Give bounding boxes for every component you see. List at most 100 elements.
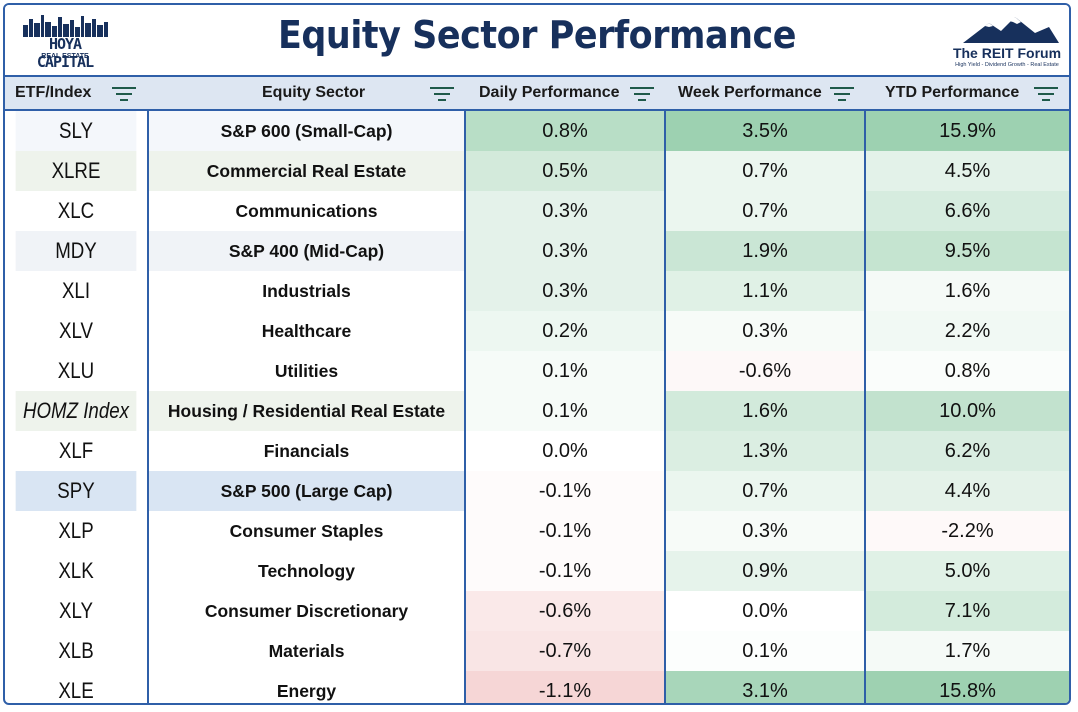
table-row: XLY Consumer Discretionary -0.6% 0.0% 7.1%	[5, 591, 1069, 631]
filter-icon[interactable]	[629, 85, 655, 103]
column-header-sector[interactable]: Equity Sector	[262, 84, 366, 101]
column-header-row: ETF/Index Equity Sector Daily Performanc…	[5, 75, 1069, 111]
column-divider	[864, 111, 866, 703]
cell-ytd: 10.0%	[866, 391, 1069, 431]
cell-etf: XLRE	[15, 151, 137, 191]
cell-daily: 0.3%	[466, 191, 664, 231]
filter-icon[interactable]	[1033, 85, 1059, 103]
table-row: XLV Healthcare 0.2% 0.3% 2.2%	[5, 311, 1069, 351]
cell-sector: Consumer Discretionary	[149, 591, 464, 631]
cell-etf: XLY	[15, 591, 137, 631]
cell-week: 0.7%	[666, 191, 864, 231]
table-row: XLP Consumer Staples -0.1% 0.3% -2.2%	[5, 511, 1069, 551]
cell-week: 3.5%	[666, 111, 864, 151]
cell-etf: MDY	[15, 231, 137, 271]
column-divider	[664, 111, 666, 703]
cell-ytd: 5.0%	[866, 551, 1069, 591]
cell-daily: -0.7%	[466, 631, 664, 671]
column-header-etf[interactable]: ETF/Index	[15, 84, 92, 101]
cell-week: 0.3%	[666, 311, 864, 351]
cell-week: 0.7%	[666, 471, 864, 511]
cell-ytd: 6.2%	[866, 431, 1069, 471]
page-title: Equity Sector Performance	[277, 13, 797, 57]
cell-sector: Housing / Residential Real Estate	[149, 391, 464, 431]
table-row: XLRE Commercial Real Estate 0.5% 0.7% 4.5%	[5, 151, 1069, 191]
cell-sector: Communications	[149, 191, 464, 231]
cell-ytd: 9.5%	[866, 231, 1069, 271]
cell-daily: 0.5%	[466, 151, 664, 191]
cell-ytd: 4.4%	[866, 471, 1069, 511]
table-row: XLK Technology -0.1% 0.9% 5.0%	[5, 551, 1069, 591]
cell-week: 1.3%	[666, 431, 864, 471]
cell-etf: XLK	[15, 551, 137, 591]
cell-week: 3.1%	[666, 671, 864, 703]
cell-daily: -0.1%	[466, 471, 664, 511]
table-row: XLU Utilities 0.1% -0.6% 0.8%	[5, 351, 1069, 391]
cell-week: 0.9%	[666, 551, 864, 591]
cell-ytd: -2.2%	[866, 511, 1069, 551]
cell-week: 1.6%	[666, 391, 864, 431]
cell-daily: 0.3%	[466, 231, 664, 271]
filter-icon[interactable]	[829, 85, 855, 103]
table-frame: HOYA CAPITAL REAL ESTATE Equity Sector P…	[3, 3, 1071, 705]
cell-daily: -0.1%	[466, 511, 664, 551]
cell-etf: XLE	[15, 671, 137, 703]
column-header-daily[interactable]: Daily Performance	[479, 84, 620, 101]
cell-ytd: 1.6%	[866, 271, 1069, 311]
cell-sector: Technology	[149, 551, 464, 591]
cell-ytd: 4.5%	[866, 151, 1069, 191]
cell-etf: HOMZ Index	[15, 391, 137, 431]
column-divider	[147, 111, 149, 703]
table-row: XLF Financials 0.0% 1.3% 6.2%	[5, 431, 1069, 471]
cell-daily: 0.2%	[466, 311, 664, 351]
cell-sector: Commercial Real Estate	[149, 151, 464, 191]
cell-etf: XLF	[15, 431, 137, 471]
cell-daily: 0.1%	[466, 391, 664, 431]
column-header-ytd[interactable]: YTD Performance	[885, 84, 1020, 101]
header: HOYA CAPITAL REAL ESTATE Equity Sector P…	[5, 5, 1069, 75]
cell-sector: Materials	[149, 631, 464, 671]
cell-sector: Industrials	[149, 271, 464, 311]
cell-daily: 0.3%	[466, 271, 664, 311]
cell-daily: 0.0%	[466, 431, 664, 471]
logo-right-name: The REIT Forum	[952, 45, 1062, 61]
reit-forum-logo: The REIT Forum High Yield - Dividend Gro…	[949, 15, 1065, 73]
cell-week: -0.6%	[666, 351, 864, 391]
cell-daily: -0.1%	[466, 551, 664, 591]
filter-icon[interactable]	[111, 85, 137, 103]
cell-sector: Healthcare	[149, 311, 464, 351]
hoya-capital-logo: HOYA CAPITAL REAL ESTATE	[19, 13, 111, 71]
logo-left-name: HOYA CAPITAL	[36, 35, 94, 71]
table-row: SPY S&P 500 (Large Cap) -0.1% 0.7% 4.4%	[5, 471, 1069, 511]
cell-ytd: 15.9%	[866, 111, 1069, 151]
column-divider	[464, 111, 466, 703]
cell-ytd: 15.8%	[866, 671, 1069, 703]
cell-week: 0.0%	[666, 591, 864, 631]
cell-ytd: 7.1%	[866, 591, 1069, 631]
cell-etf: XLV	[15, 311, 137, 351]
cell-week: 0.3%	[666, 511, 864, 551]
cell-week: 0.7%	[666, 151, 864, 191]
mountain-icon	[963, 17, 1059, 43]
table-row: XLC Communications 0.3% 0.7% 6.6%	[5, 191, 1069, 231]
table-row: XLB Materials -0.7% 0.1% 1.7%	[5, 631, 1069, 671]
cell-etf: XLC	[15, 191, 137, 231]
cell-etf: XLP	[15, 511, 137, 551]
cell-daily: 0.8%	[466, 111, 664, 151]
cell-sector: Consumer Staples	[149, 511, 464, 551]
filter-icon[interactable]	[429, 85, 455, 103]
cell-ytd: 2.2%	[866, 311, 1069, 351]
cell-ytd: 6.6%	[866, 191, 1069, 231]
cell-ytd: 1.7%	[866, 631, 1069, 671]
cell-etf: XLB	[15, 631, 137, 671]
cell-sector: Financials	[149, 431, 464, 471]
cell-sector: S&P 600 (Small-Cap)	[149, 111, 464, 151]
cell-sector: S&P 500 (Large Cap)	[149, 471, 464, 511]
table-row: SLY S&P 600 (Small-Cap) 0.8% 3.5% 15.9%	[5, 111, 1069, 151]
column-header-week[interactable]: Week Performance	[678, 84, 822, 101]
logo-right-sub: High Yield - Dividend Growth - Real Esta…	[955, 62, 1059, 68]
cell-sector: Utilities	[149, 351, 464, 391]
cell-week: 1.9%	[666, 231, 864, 271]
cell-sector: Energy	[149, 671, 464, 703]
table-row: HOMZ Index Housing / Residential Real Est…	[5, 391, 1069, 431]
